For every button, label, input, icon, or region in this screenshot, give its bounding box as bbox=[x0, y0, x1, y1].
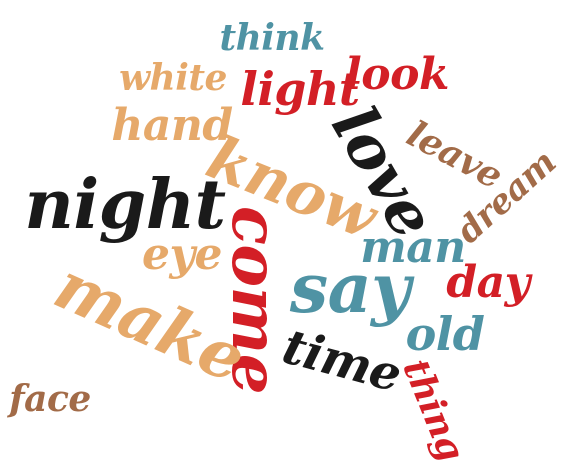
word-face: face bbox=[9, 378, 91, 420]
word-day: day bbox=[446, 257, 530, 308]
word-light: light bbox=[240, 62, 360, 116]
word-man: man bbox=[360, 222, 466, 273]
word-thing: thing bbox=[394, 353, 474, 467]
word-old: old bbox=[405, 307, 485, 361]
word-white: white bbox=[119, 57, 227, 99]
word-time: time bbox=[276, 318, 408, 404]
word-eye: eye bbox=[141, 229, 223, 280]
word-look: look bbox=[345, 49, 449, 100]
word-hand: hand bbox=[111, 100, 233, 151]
word-say: say bbox=[289, 249, 411, 329]
word-night: night bbox=[24, 165, 226, 245]
word-think: think bbox=[219, 17, 325, 59]
